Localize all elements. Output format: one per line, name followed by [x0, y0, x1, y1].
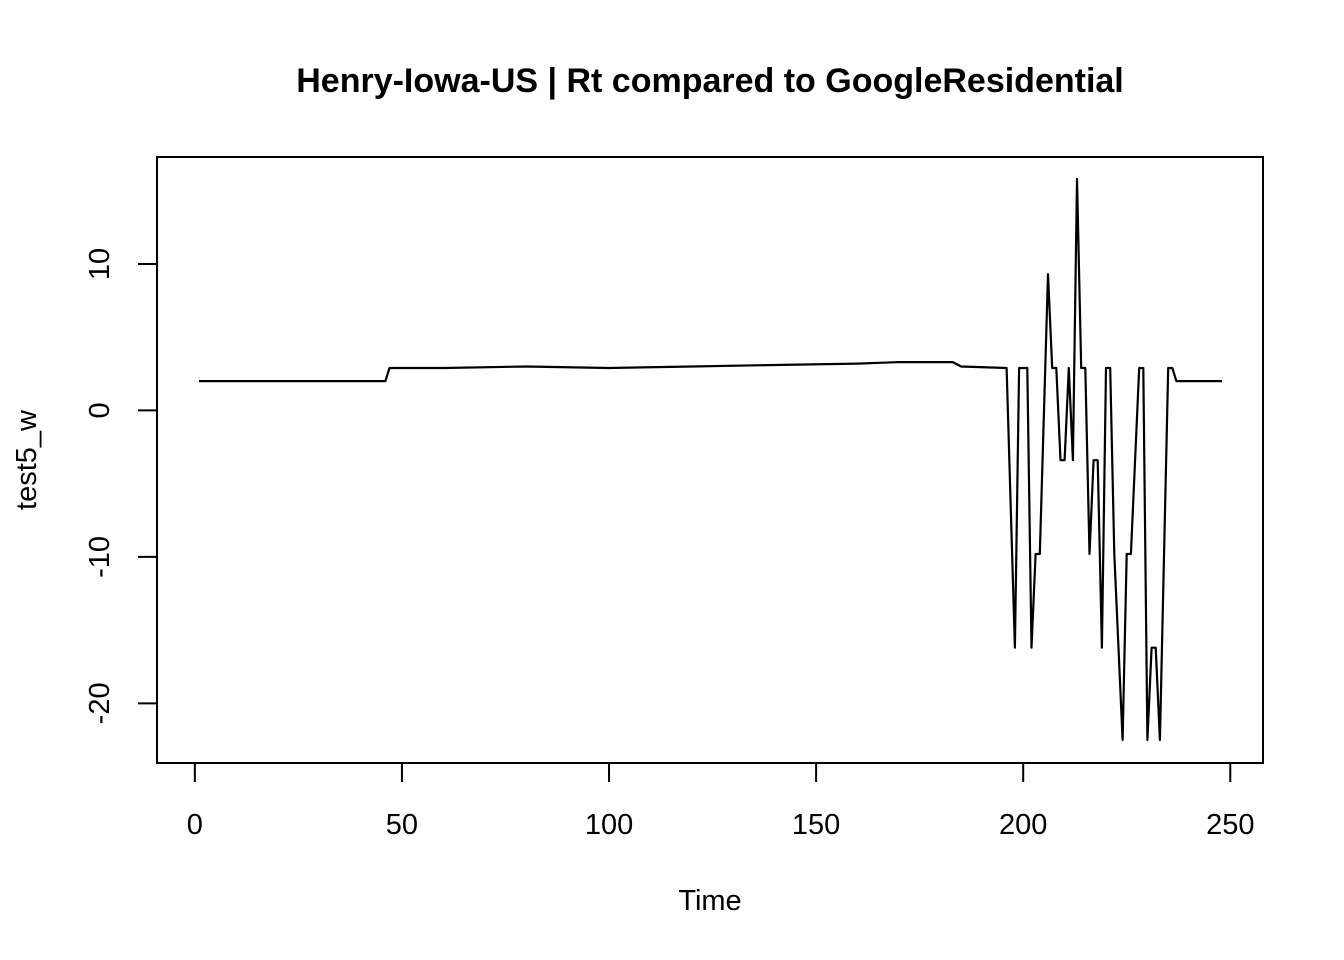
y-tick-label: -20 [84, 682, 116, 724]
y-axis: -20 -10 0 10 [84, 248, 158, 724]
x-tick-label: 100 [585, 809, 633, 841]
x-tick-label: 150 [792, 809, 840, 841]
y-tick-label: -10 [84, 536, 116, 578]
x-tick-label: 200 [999, 809, 1047, 841]
y-axis-label: test5_w [11, 409, 43, 510]
x-tick-label: 0 [187, 809, 203, 841]
x-axis: 0 50 100 150 200 250 [187, 762, 1254, 841]
chart-title: Henry-Iowa-US | Rt compared to GoogleRes… [296, 62, 1124, 100]
x-tick-label: 50 [386, 809, 418, 841]
x-tick-label: 250 [1206, 809, 1254, 841]
series-line [199, 177, 1222, 742]
x-axis-label: Time [678, 885, 741, 917]
y-tick-label: 0 [84, 402, 116, 418]
y-tick-label: 10 [84, 248, 116, 280]
